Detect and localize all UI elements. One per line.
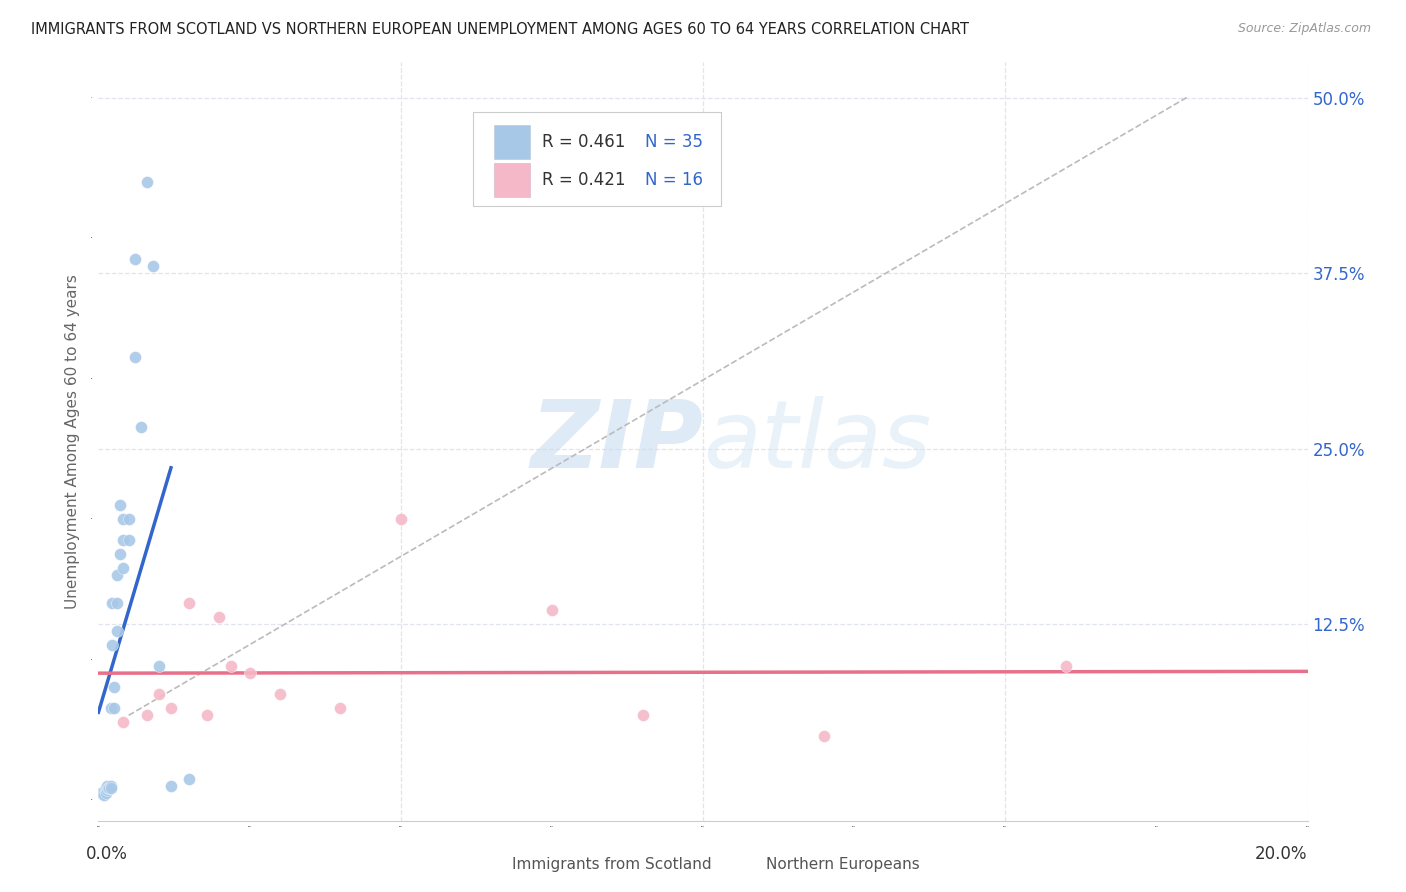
Point bbox=[105, 568, 128, 582]
Bar bbox=[727, 854, 758, 876]
Text: ZIP: ZIP bbox=[530, 395, 703, 488]
Point bbox=[105, 624, 128, 639]
Bar bbox=[494, 163, 530, 197]
Point bbox=[91, 787, 114, 801]
Point bbox=[142, 259, 165, 273]
Text: Northern Europeans: Northern Europeans bbox=[766, 857, 920, 872]
Point bbox=[100, 596, 122, 610]
Point bbox=[135, 175, 157, 189]
Point bbox=[160, 701, 183, 715]
FancyBboxPatch shape bbox=[474, 112, 721, 206]
Point bbox=[160, 779, 183, 793]
Point bbox=[100, 781, 122, 796]
Point bbox=[195, 708, 218, 723]
Point bbox=[108, 498, 131, 512]
Bar bbox=[494, 125, 530, 159]
Y-axis label: Unemployment Among Ages 60 to 64 years: Unemployment Among Ages 60 to 64 years bbox=[65, 274, 80, 609]
Point bbox=[329, 701, 352, 715]
Point bbox=[108, 547, 131, 561]
Point bbox=[389, 512, 412, 526]
Point bbox=[96, 782, 118, 797]
Point bbox=[105, 596, 128, 610]
Point bbox=[179, 772, 201, 786]
Point bbox=[93, 784, 115, 798]
Bar bbox=[474, 854, 503, 876]
Point bbox=[111, 715, 134, 730]
Text: 20.0%: 20.0% bbox=[1256, 845, 1308, 863]
Point bbox=[111, 512, 134, 526]
Text: Source: ZipAtlas.com: Source: ZipAtlas.com bbox=[1237, 22, 1371, 36]
Point bbox=[269, 687, 291, 701]
Text: N = 16: N = 16 bbox=[645, 171, 703, 189]
Text: 0.0%: 0.0% bbox=[86, 845, 128, 863]
Point bbox=[124, 252, 146, 266]
Point bbox=[118, 512, 141, 526]
Point bbox=[135, 708, 157, 723]
Point bbox=[208, 610, 231, 624]
Point bbox=[96, 786, 118, 800]
Text: Immigrants from Scotland: Immigrants from Scotland bbox=[512, 857, 711, 872]
Point bbox=[179, 596, 201, 610]
Point bbox=[97, 781, 120, 796]
Point bbox=[221, 659, 243, 673]
Point bbox=[100, 779, 122, 793]
Text: N = 35: N = 35 bbox=[645, 133, 703, 151]
Text: R = 0.461: R = 0.461 bbox=[543, 133, 626, 151]
Point bbox=[540, 603, 562, 617]
Text: IMMIGRANTS FROM SCOTLAND VS NORTHERN EUROPEAN UNEMPLOYMENT AMONG AGES 60 TO 64 Y: IMMIGRANTS FROM SCOTLAND VS NORTHERN EUR… bbox=[31, 22, 969, 37]
Point bbox=[813, 730, 835, 744]
Point bbox=[111, 561, 134, 575]
Point bbox=[94, 781, 117, 796]
Point bbox=[100, 638, 122, 652]
Point bbox=[148, 687, 170, 701]
Text: R = 0.421: R = 0.421 bbox=[543, 171, 626, 189]
Point bbox=[93, 789, 115, 803]
Point bbox=[148, 659, 170, 673]
Point bbox=[100, 701, 122, 715]
Point bbox=[631, 708, 654, 723]
Point bbox=[98, 781, 121, 796]
Point bbox=[103, 701, 125, 715]
Point bbox=[96, 779, 118, 793]
Text: atlas: atlas bbox=[703, 396, 931, 487]
Point bbox=[111, 533, 134, 547]
Point bbox=[1054, 659, 1077, 673]
Point bbox=[129, 420, 152, 434]
Point bbox=[124, 351, 146, 365]
Point bbox=[239, 666, 262, 681]
Point bbox=[103, 680, 125, 694]
Point bbox=[118, 533, 141, 547]
Point bbox=[90, 786, 112, 800]
